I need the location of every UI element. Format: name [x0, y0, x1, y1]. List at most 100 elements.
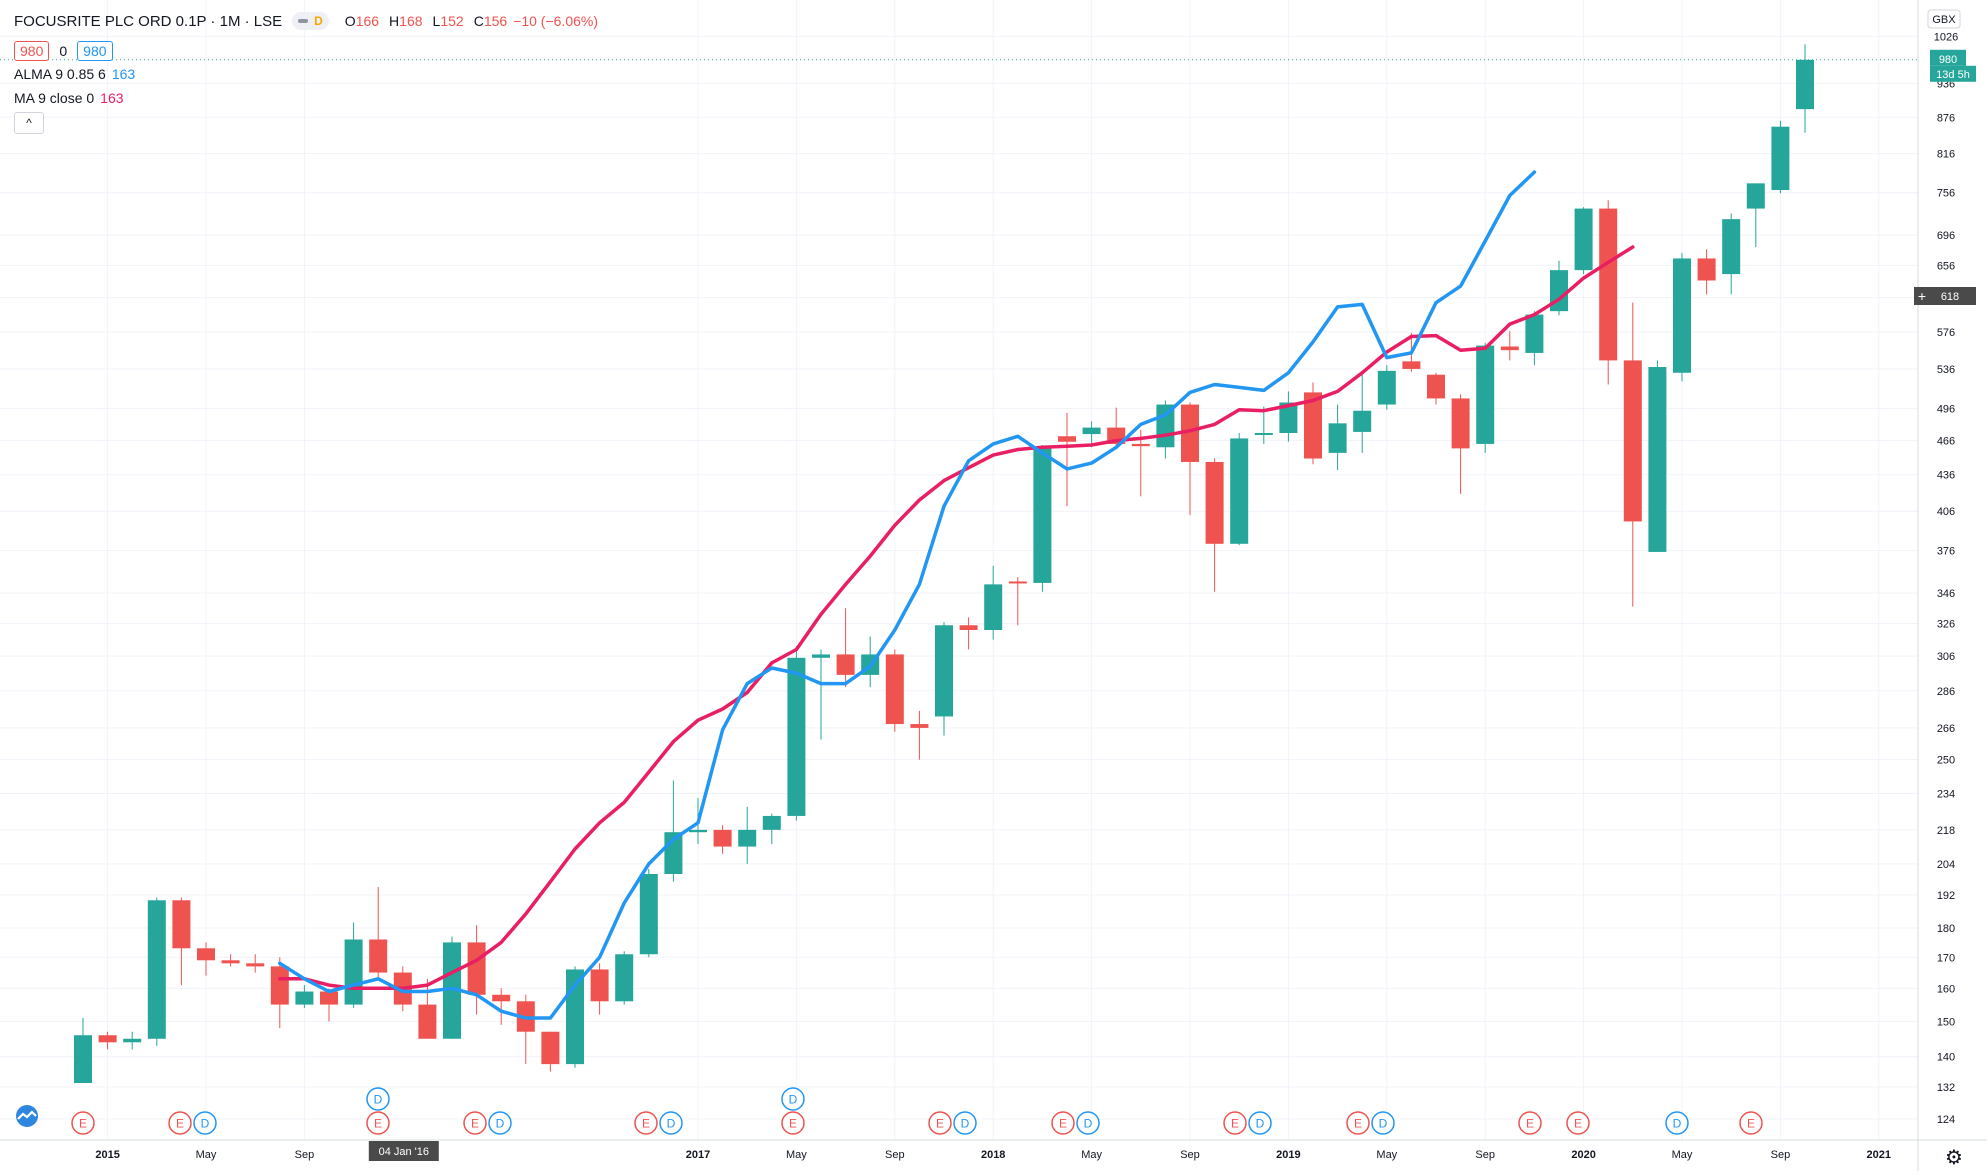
- dividend-marker[interactable]: D: [1371, 1111, 1395, 1135]
- candle[interactable]: [762, 813, 781, 845]
- candle[interactable]: [713, 825, 732, 854]
- candle[interactable]: [147, 897, 166, 1046]
- candle[interactable]: [1353, 371, 1372, 453]
- earnings-marker[interactable]: E: [781, 1111, 805, 1135]
- candle[interactable]: [639, 868, 658, 958]
- candle[interactable]: [1082, 421, 1101, 448]
- earnings-marker[interactable]: E: [71, 1111, 95, 1135]
- candle[interactable]: [295, 985, 314, 1008]
- candle[interactable]: [492, 988, 511, 1025]
- candle[interactable]: [1328, 404, 1347, 471]
- candle[interactable]: [320, 988, 338, 1022]
- candle[interactable]: [1427, 372, 1445, 405]
- candle[interactable]: [1230, 432, 1249, 546]
- candle[interactable]: [98, 1031, 117, 1050]
- legend: FOCUSRITE PLC ORD 0.1P · 1M · LSE D O 166…: [14, 10, 598, 134]
- buy-price-box[interactable]: 980: [77, 41, 113, 61]
- earnings-marker[interactable]: E: [634, 1111, 658, 1135]
- candle[interactable]: [1279, 391, 1298, 442]
- candle[interactable]: [172, 897, 191, 986]
- candle[interactable]: [1746, 183, 1765, 248]
- candle[interactable]: [1205, 458, 1224, 592]
- earnings-marker[interactable]: E: [1051, 1111, 1075, 1135]
- earnings-marker[interactable]: E: [366, 1111, 390, 1135]
- candle[interactable]: [1697, 249, 1716, 295]
- symbol-title[interactable]: FOCUSRITE PLC ORD 0.1P · 1M · LSE: [14, 12, 283, 30]
- candle[interactable]: [270, 957, 289, 1029]
- candle[interactable]: [1648, 360, 1667, 552]
- candle[interactable]: [787, 646, 806, 821]
- earnings-marker[interactable]: E: [463, 1111, 487, 1135]
- candle[interactable]: [1599, 200, 1618, 385]
- dividend-marker[interactable]: D: [193, 1111, 217, 1135]
- candle[interactable]: [1058, 412, 1076, 507]
- candle[interactable]: [1525, 311, 1544, 366]
- dividend-marker[interactable]: D: [781, 1087, 805, 1111]
- svg-text:E: E: [79, 1117, 87, 1131]
- dividend-marker[interactable]: D: [1076, 1111, 1100, 1135]
- gear-icon[interactable]: ⚙: [1945, 1147, 1963, 1169]
- earnings-marker[interactable]: E: [1739, 1111, 1763, 1135]
- dividend-marker[interactable]: D: [1665, 1111, 1689, 1135]
- candle[interactable]: [910, 710, 929, 760]
- candle[interactable]: [1008, 577, 1027, 626]
- candle[interactable]: [1131, 429, 1150, 497]
- candle[interactable]: [197, 942, 215, 976]
- candle[interactable]: [812, 649, 830, 740]
- alma-line[interactable]: [278, 170, 1537, 1020]
- candle[interactable]: [1181, 402, 1199, 516]
- candle[interactable]: [221, 954, 240, 967]
- candle[interactable]: [1771, 120, 1790, 194]
- alma-legend[interactable]: ALMA 9 0.85 6 163: [14, 62, 598, 86]
- candle[interactable]: [1304, 382, 1322, 465]
- dividend-marker[interactable]: D: [953, 1111, 977, 1135]
- candle[interactable]: [1377, 365, 1396, 410]
- candle[interactable]: [566, 966, 584, 1068]
- dividend-marker[interactable]: D: [1248, 1111, 1272, 1135]
- collapse-legend-button[interactable]: ^: [14, 112, 44, 134]
- candle[interactable]: [615, 951, 634, 1005]
- candle[interactable]: [935, 622, 953, 736]
- tradingview-logo-icon[interactable]: [12, 1105, 42, 1127]
- ma-line[interactable]: [278, 245, 1635, 991]
- dividend-marker[interactable]: D: [366, 1087, 390, 1111]
- candle[interactable]: [1574, 207, 1593, 275]
- candle[interactable]: [1500, 331, 1519, 361]
- candle[interactable]: [1451, 394, 1470, 494]
- earnings-marker[interactable]: E: [168, 1111, 192, 1135]
- candle[interactable]: [1033, 445, 1052, 592]
- ma-legend[interactable]: MA 9 close 0 163: [14, 86, 598, 110]
- candle[interactable]: [738, 806, 757, 864]
- currency-box[interactable]: [1927, 9, 1961, 29]
- source-pill[interactable]: D: [292, 12, 329, 30]
- candle[interactable]: [1796, 44, 1814, 133]
- candle[interactable]: [418, 978, 437, 1039]
- candle[interactable]: [123, 1031, 142, 1050]
- candle[interactable]: [369, 886, 388, 979]
- candle[interactable]: [1623, 302, 1642, 607]
- candle[interactable]: [590, 963, 609, 1015]
- candle[interactable]: [836, 608, 855, 688]
- earnings-marker[interactable]: E: [1518, 1111, 1542, 1135]
- candle[interactable]: [1254, 406, 1273, 444]
- dividend-marker[interactable]: D: [659, 1111, 683, 1135]
- candle[interactable]: [1673, 253, 1691, 382]
- earnings-marker[interactable]: E: [1223, 1111, 1247, 1135]
- candle[interactable]: [74, 1017, 92, 1084]
- y-tick-label: 160: [1937, 983, 1955, 995]
- earnings-marker[interactable]: E: [1566, 1111, 1590, 1135]
- add-alert-icon[interactable]: +: [1918, 288, 1926, 304]
- candle[interactable]: [959, 617, 978, 650]
- candle[interactable]: [1476, 342, 1495, 453]
- candle[interactable]: [1722, 213, 1741, 295]
- candle[interactable]: [246, 954, 265, 973]
- y-tick-label: 816: [1937, 149, 1955, 161]
- earnings-marker[interactable]: E: [1346, 1111, 1370, 1135]
- candle[interactable]: [541, 1031, 560, 1072]
- candle[interactable]: [885, 649, 904, 732]
- earnings-marker[interactable]: E: [928, 1111, 952, 1135]
- candle[interactable]: [984, 565, 1003, 640]
- sell-price-box[interactable]: 980: [14, 41, 50, 61]
- dividend-marker[interactable]: D: [488, 1111, 512, 1135]
